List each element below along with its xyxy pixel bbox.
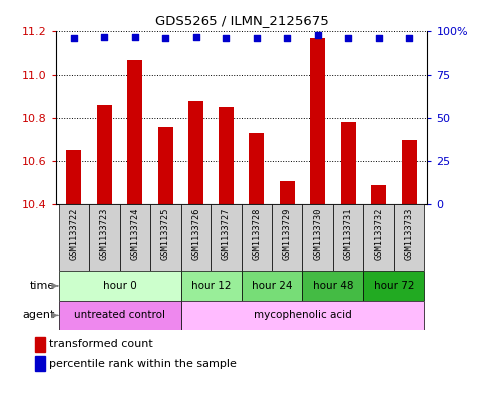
Text: GSM1133728: GSM1133728: [252, 207, 261, 259]
Bar: [302, 204, 333, 271]
Bar: [97, 105, 112, 204]
Text: agent: agent: [23, 310, 55, 320]
Bar: [333, 204, 363, 271]
Text: untreated control: untreated control: [74, 310, 165, 320]
Text: hour 24: hour 24: [252, 281, 292, 291]
Text: GSM1133724: GSM1133724: [130, 207, 139, 259]
Bar: [363, 204, 394, 271]
Text: GSM1133729: GSM1133729: [283, 207, 292, 259]
Bar: [242, 271, 302, 301]
Bar: [371, 185, 386, 204]
Point: [405, 35, 413, 42]
Text: GSM1133725: GSM1133725: [161, 207, 170, 259]
Point: [70, 35, 78, 42]
Point: [284, 35, 291, 42]
Bar: [280, 181, 295, 204]
Bar: [58, 271, 181, 301]
Text: GSM1133726: GSM1133726: [191, 207, 200, 259]
Text: GSM1133723: GSM1133723: [100, 207, 109, 259]
Point: [344, 35, 352, 42]
Point: [253, 35, 261, 42]
Point: [131, 33, 139, 40]
Bar: [401, 140, 417, 204]
Bar: [211, 204, 242, 271]
Bar: [58, 204, 89, 271]
Bar: [341, 122, 356, 204]
Bar: [302, 271, 363, 301]
Bar: [181, 301, 425, 330]
Text: hour 12: hour 12: [191, 281, 231, 291]
Bar: [66, 151, 82, 204]
Text: GSM1133731: GSM1133731: [344, 207, 353, 259]
Text: hour 0: hour 0: [103, 281, 136, 291]
Text: GSM1133727: GSM1133727: [222, 207, 231, 259]
Bar: [394, 204, 425, 271]
Point: [375, 35, 383, 42]
Title: GDS5265 / ILMN_2125675: GDS5265 / ILMN_2125675: [155, 15, 328, 28]
Bar: [249, 133, 264, 204]
Point: [222, 35, 230, 42]
Point: [314, 32, 322, 38]
Text: time: time: [29, 281, 55, 291]
Bar: [35, 337, 45, 352]
Text: GSM1133732: GSM1133732: [374, 207, 383, 259]
Bar: [89, 204, 120, 271]
Point: [192, 33, 199, 40]
Bar: [272, 204, 302, 271]
Bar: [188, 101, 203, 204]
Text: percentile rank within the sample: percentile rank within the sample: [49, 359, 237, 369]
Bar: [181, 204, 211, 271]
Text: GSM1133733: GSM1133733: [405, 207, 413, 259]
Bar: [310, 38, 326, 204]
Bar: [219, 107, 234, 204]
Text: GSM1133722: GSM1133722: [70, 207, 78, 259]
Bar: [58, 301, 181, 330]
Point: [161, 35, 169, 42]
Bar: [150, 204, 181, 271]
Text: GSM1133730: GSM1133730: [313, 207, 322, 259]
Bar: [120, 204, 150, 271]
Bar: [363, 271, 425, 301]
Text: hour 48: hour 48: [313, 281, 353, 291]
Bar: [35, 356, 45, 371]
Bar: [157, 127, 173, 204]
Bar: [181, 271, 242, 301]
Text: hour 72: hour 72: [374, 281, 414, 291]
Text: mycophenolic acid: mycophenolic acid: [254, 310, 351, 320]
Bar: [127, 59, 142, 204]
Text: transformed count: transformed count: [49, 339, 153, 349]
Bar: [242, 204, 272, 271]
Point: [100, 33, 108, 40]
